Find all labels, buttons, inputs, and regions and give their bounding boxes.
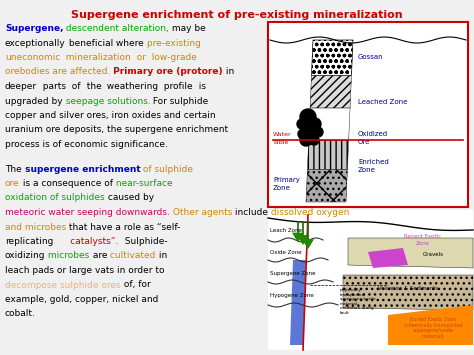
Text: Table: Table: [273, 141, 289, 146]
Text: pre-existing: pre-existing: [144, 38, 201, 48]
Polygon shape: [388, 305, 473, 345]
Text: Enriched: Enriched: [358, 159, 389, 165]
Text: Zone: Zone: [273, 185, 291, 191]
Polygon shape: [311, 40, 353, 76]
Bar: [268, 210, 473, 350]
Text: beneficial: beneficial: [66, 38, 113, 48]
Circle shape: [300, 109, 316, 125]
Text: of: of: [66, 82, 81, 91]
Text: Hypogene Zone: Hypogene Zone: [270, 293, 314, 297]
Text: is: is: [193, 82, 206, 91]
Text: is a consequence of: is a consequence of: [19, 179, 113, 188]
Text: Buried Exotic Zone
(chemically transported
supergene/oxide
material): Buried Exotic Zone (chemically transport…: [404, 317, 462, 339]
Text: copper and silver ores, iron oxides and certain: copper and silver ores, iron oxides and …: [5, 111, 216, 120]
Text: exceptionally: exceptionally: [5, 38, 66, 48]
Text: Recent Exotic
Zone: Recent Exotic Zone: [404, 234, 442, 246]
Text: Primary ore (protore): Primary ore (protore): [110, 67, 223, 76]
Text: Supergene enrichment of pre-existing mineralization: Supergene enrichment of pre-existing min…: [71, 10, 403, 20]
Text: mineralization: mineralization: [60, 53, 131, 62]
Text: Leach Zone: Leach Zone: [270, 228, 302, 233]
Text: that have a role as “self-: that have a role as “self-: [66, 223, 181, 231]
Text: Leached Zone: Leached Zone: [358, 99, 407, 105]
Text: Water: Water: [273, 132, 292, 137]
Polygon shape: [302, 239, 314, 249]
Text: or: or: [131, 53, 146, 62]
Text: Supergene,: Supergene,: [5, 24, 64, 33]
Text: Volcanics & Sediments: Volcanics & Sediments: [378, 285, 438, 290]
Text: Oxide Zone: Oxide Zone: [270, 250, 301, 255]
Circle shape: [298, 129, 308, 139]
Polygon shape: [290, 260, 306, 345]
Text: process is of economic significance.: process is of economic significance.: [5, 140, 168, 149]
Text: may be: may be: [169, 24, 206, 33]
Text: decompose sulphide ores: decompose sulphide ores: [5, 280, 120, 289]
Text: include: include: [232, 208, 268, 217]
Text: Supergene Zone: Supergene Zone: [270, 271, 316, 275]
Text: are: are: [90, 251, 107, 261]
Circle shape: [309, 118, 321, 130]
Text: Gravels: Gravels: [423, 252, 444, 257]
Text: cultivated: cultivated: [107, 251, 155, 261]
Text: and microbes: and microbes: [5, 223, 66, 231]
Text: deeper: deeper: [5, 82, 37, 91]
Polygon shape: [297, 235, 309, 245]
Text: caused by: caused by: [105, 193, 154, 202]
Circle shape: [313, 127, 323, 137]
Text: Gossan: Gossan: [358, 54, 383, 60]
Text: Sulphide-: Sulphide-: [118, 237, 167, 246]
Text: replicating: replicating: [5, 237, 54, 246]
Text: upgraded by: upgraded by: [5, 97, 63, 105]
Text: ore: ore: [5, 179, 19, 188]
Text: For sulphide: For sulphide: [150, 97, 209, 105]
Polygon shape: [310, 76, 351, 108]
Text: example, gold, copper, nickel and: example, gold, copper, nickel and: [5, 295, 158, 304]
Text: profile: profile: [158, 82, 193, 91]
Polygon shape: [308, 141, 349, 170]
Polygon shape: [306, 170, 347, 202]
Text: low-grade: low-grade: [146, 53, 197, 62]
Text: near-surface: near-surface: [113, 179, 172, 188]
Text: in: in: [223, 67, 234, 76]
Text: Ore: Ore: [358, 139, 370, 145]
Text: Oxidized: Oxidized: [358, 131, 388, 137]
Text: uranium ore deposits, the supergene enrichment: uranium ore deposits, the supergene enri…: [5, 126, 228, 135]
Text: where: where: [113, 38, 144, 48]
Circle shape: [300, 134, 312, 146]
Text: orebodies are affected.: orebodies are affected.: [5, 67, 110, 76]
Text: supergene enrichment: supergene enrichment: [22, 164, 140, 174]
Text: weathering: weathering: [101, 82, 158, 91]
Polygon shape: [368, 248, 408, 268]
Text: the: the: [81, 82, 101, 91]
Text: Zone: Zone: [358, 167, 376, 173]
Text: Other agents: Other agents: [170, 208, 232, 217]
Polygon shape: [292, 233, 304, 242]
Circle shape: [309, 135, 319, 145]
Text: in: in: [155, 251, 167, 261]
Text: dissolved oxygen: dissolved oxygen: [268, 208, 350, 217]
Polygon shape: [343, 275, 473, 310]
Circle shape: [297, 119, 307, 129]
Text: oxidation of sulphides: oxidation of sulphides: [5, 193, 105, 202]
Text: alteration,: alteration,: [119, 24, 169, 33]
Text: of sulphide: of sulphide: [140, 164, 193, 174]
Text: Primary: Primary: [273, 177, 300, 183]
Text: microbes: microbes: [46, 251, 90, 261]
Text: descendent: descendent: [64, 24, 119, 33]
Text: oxidizing: oxidizing: [5, 251, 46, 261]
Text: of, for: of, for: [120, 280, 150, 289]
Text: meteoric water seeping downwards.: meteoric water seeping downwards.: [5, 208, 170, 217]
Text: The: The: [5, 164, 22, 174]
Text: cobalt.: cobalt.: [5, 310, 36, 318]
Text: parts: parts: [37, 82, 66, 91]
Text: uneconomic: uneconomic: [5, 53, 60, 62]
Polygon shape: [348, 238, 473, 268]
Bar: [268, 22, 468, 207]
Circle shape: [304, 125, 318, 139]
Text: catalysts”.: catalysts”.: [54, 237, 118, 246]
Text: leach pads or large vats in order to: leach pads or large vats in order to: [5, 266, 164, 275]
Text: phys-cally
transported
supergene/oxide
material
oxidation along
fault: phys-cally transported supergene/oxide m…: [340, 288, 377, 315]
Polygon shape: [309, 108, 350, 141]
Text: seepage solutions.: seepage solutions.: [63, 97, 150, 105]
